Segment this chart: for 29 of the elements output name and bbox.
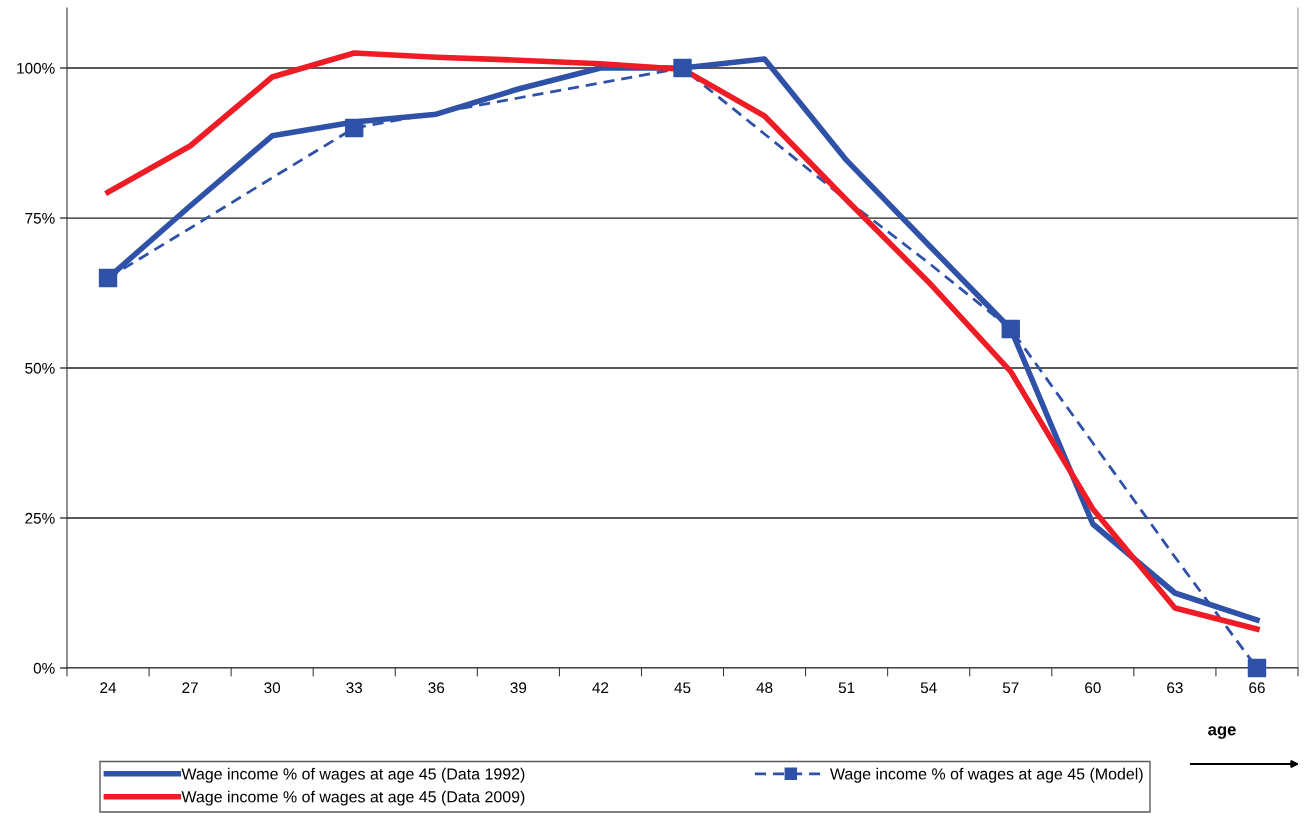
x-tick-label: 42 — [592, 682, 609, 693]
legend-label: Wage income % of wages at age 45 (Model) — [830, 767, 1143, 783]
x-tick-label: 36 — [428, 682, 445, 694]
x-tick-label: 39 — [510, 682, 527, 694]
y-tick-label: 0% — [33, 662, 55, 674]
x-tick-label: 24 — [100, 682, 117, 693]
x-tick-label: 30 — [264, 682, 281, 694]
x-tick-label: 51 — [838, 682, 855, 694]
x-tick-label: 60 — [1085, 682, 1101, 694]
x-axis-title: age — [1208, 726, 1236, 739]
y-tick-label: 50% — [25, 362, 55, 374]
legend-label: Wage income % of wages at age 45 (Data 1992) — [181, 767, 525, 783]
x-tick-label: 54 — [920, 682, 937, 694]
x-tick-label: 45 — [674, 682, 691, 694]
point — [673, 58, 692, 78]
legend-label: Wage income % of wages at age 45 (Data 2009) — [181, 790, 525, 806]
point — [345, 118, 364, 138]
x-tick-label: 48 — [756, 682, 773, 694]
x-tick-label: 63 — [1167, 682, 1183, 694]
y-tick-label: 25% — [25, 512, 55, 524]
y-tick-label: 75% — [25, 212, 55, 224]
x-tick-label: 27 — [182, 682, 198, 693]
point — [98, 268, 118, 288]
point — [1001, 319, 1020, 339]
x-tick-label: 57 — [1002, 682, 1019, 694]
y-tick-label: 100% — [17, 62, 55, 74]
x-tick-label: 66 — [1249, 682, 1265, 694]
point — [1247, 658, 1267, 678]
x-tick-label: 33 — [346, 682, 363, 694]
